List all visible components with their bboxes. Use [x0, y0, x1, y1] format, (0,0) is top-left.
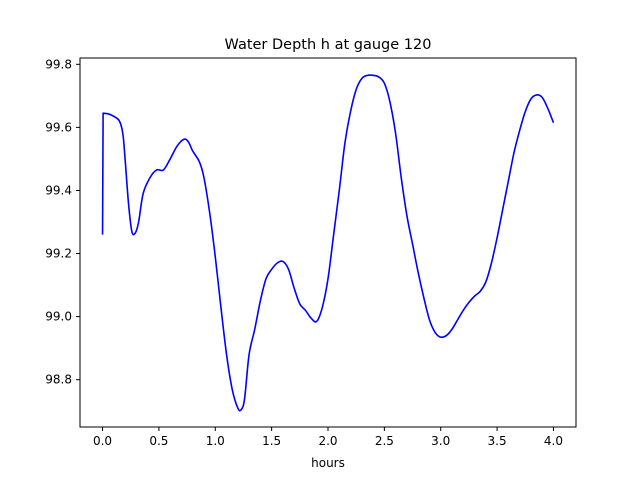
y-tick-label: 98.8 — [45, 373, 72, 387]
plot-background — [80, 58, 576, 427]
x-tick-label: 2.5 — [375, 434, 394, 448]
x-tick-label: 2.0 — [318, 434, 337, 448]
x-tick-label: 1.5 — [262, 434, 281, 448]
y-tick-label: 99.6 — [45, 120, 72, 134]
x-tick-label: 4.0 — [544, 434, 563, 448]
x-axis-ticks: 0.0 0.5 1.0 1.5 2.0 2.5 3.0 3.5 4.0 — [93, 427, 563, 448]
y-tick-label: 99.8 — [45, 57, 72, 71]
chart-title: Water Depth h at gauge 120 — [225, 37, 432, 53]
y-tick-label: 99.4 — [45, 183, 72, 197]
x-tick-label: 3.5 — [488, 434, 507, 448]
x-tick-label: 3.0 — [431, 434, 450, 448]
y-axis-ticks: 98.8 99.0 99.2 99.4 99.6 99.8 — [45, 57, 80, 387]
x-axis-label: hours — [311, 456, 345, 470]
plot-frame — [79, 57, 577, 428]
series-line-water-depth — [101, 74, 555, 412]
x-tick-label: 0.0 — [93, 434, 112, 448]
y-tick-label: 99.0 — [45, 310, 72, 324]
x-tick-label: 0.5 — [149, 434, 168, 448]
x-tick-label: 1.0 — [206, 434, 225, 448]
y-tick-label: 99.2 — [45, 247, 72, 261]
